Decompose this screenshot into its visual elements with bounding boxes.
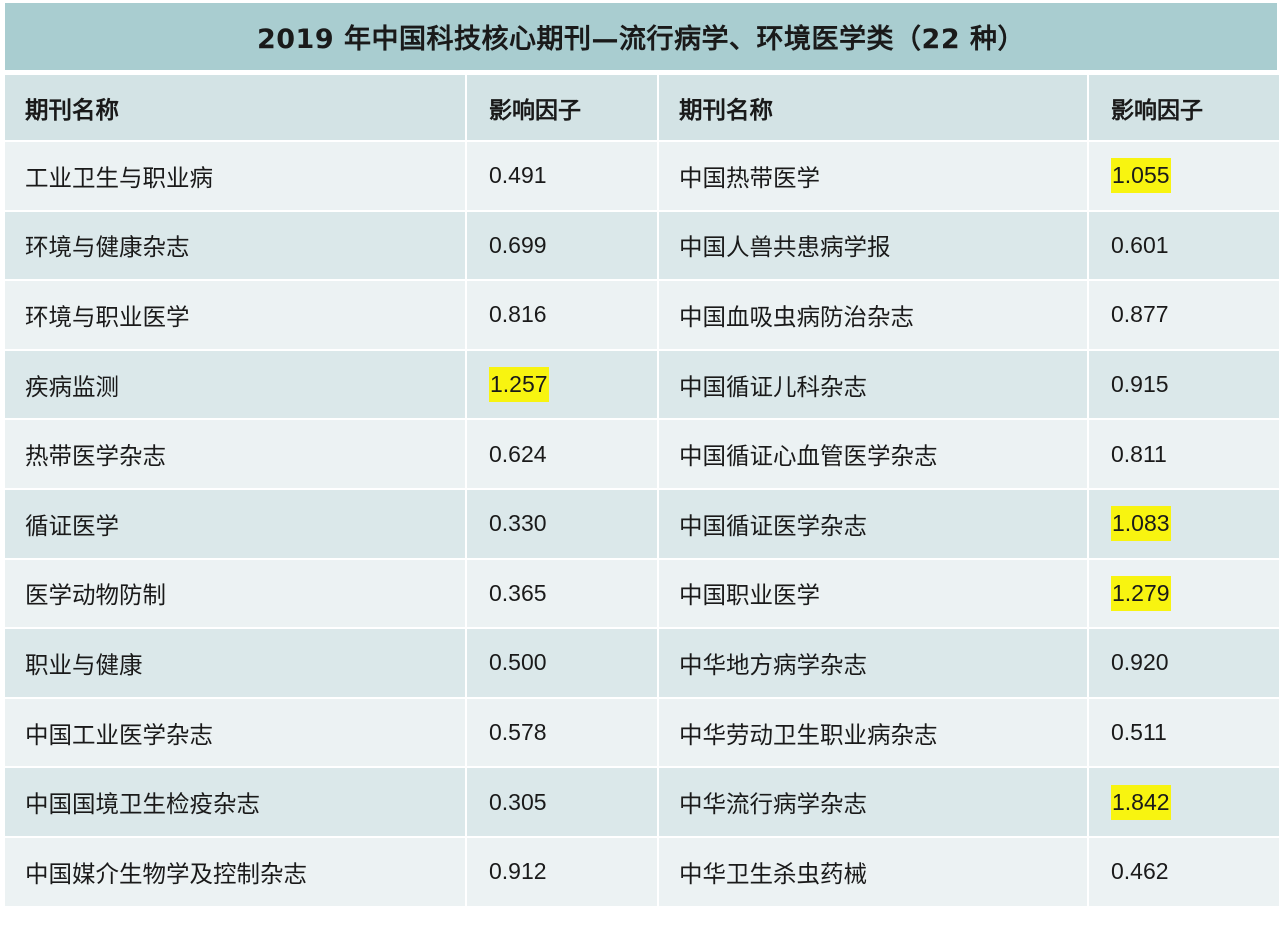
journal-name-right: 中国职业医学: [659, 559, 1087, 628]
header-journal-name-left: 期刊名称: [5, 75, 465, 140]
journal-name-left: 环境与健康杂志: [5, 211, 465, 280]
impact-factor-right: 0.462: [1089, 837, 1279, 906]
journal-name-left: 中国国境卫生检疫杂志: [5, 768, 465, 836]
impact-factor-right: 1.055: [1089, 142, 1279, 210]
journal-name-right: 中国循证医学杂志: [659, 489, 1087, 558]
journal-name-left: 工业卫生与职业病: [5, 142, 465, 210]
impact-factor-left: 1.257: [467, 350, 657, 419]
highlighted-impact-factor: 1.257: [489, 367, 549, 403]
highlighted-impact-factor: 1.083: [1111, 506, 1171, 542]
journal-name-right: 中国热带医学: [659, 142, 1087, 210]
impact-factor-right: 1.083: [1089, 489, 1279, 558]
journal-table: 期刊名称 影响因子 期刊名称 影响因子 工业卫生与职业病 0.491 中国热带医学 1…: [5, 75, 1279, 906]
header-impact-factor-left: 影响因子: [467, 75, 657, 140]
journal-name-right: 中华劳动卫生职业病杂志: [659, 698, 1087, 767]
journal-name-right: 中国循证心血管医学杂志: [659, 420, 1087, 488]
highlighted-impact-factor: 1.842: [1111, 784, 1171, 820]
impact-factor-right: 0.601: [1089, 211, 1279, 280]
journal-name-right: 中华卫生杀虫药械: [659, 837, 1087, 906]
journal-name-left: 中国媒介生物学及控制杂志: [5, 837, 465, 906]
table-title-bar: 2019 年中国科技核心期刊—流行病学、环境医学类（22 种）: [5, 3, 1277, 70]
impact-factor-left: 0.305: [467, 768, 657, 836]
journal-name-right: 中国人兽共患病学报: [659, 211, 1087, 280]
impact-factor-left: 0.578: [467, 698, 657, 767]
impact-factor-left: 0.330: [467, 489, 657, 558]
header-impact-factor-right: 影响因子: [1089, 75, 1279, 140]
impact-factor-left: 0.491: [467, 142, 657, 210]
impact-factor-left: 0.624: [467, 420, 657, 488]
journal-name-left: 中国工业医学杂志: [5, 698, 465, 767]
impact-factor-right: 0.511: [1089, 698, 1279, 767]
impact-factor-right: 0.915: [1089, 350, 1279, 419]
table-title: 2019 年中国科技核心期刊—流行病学、环境医学类（22 种）: [256, 24, 1026, 55]
impact-factor-left: 0.699: [467, 211, 657, 280]
impact-factor-right: 0.811: [1089, 420, 1279, 488]
highlighted-impact-factor: 1.055: [1111, 158, 1171, 194]
journal-name-right: 中国血吸虫病防治杂志: [659, 281, 1087, 349]
journal-name-right: 中国循证儿科杂志: [659, 350, 1087, 419]
journal-name-left: 疾病监测: [5, 350, 465, 419]
journal-name-left: 职业与健康: [5, 629, 465, 697]
impact-factor-right: 1.279: [1089, 559, 1279, 628]
journal-name-right: 中华流行病学杂志: [659, 768, 1087, 836]
impact-factor-left: 0.816: [467, 281, 657, 349]
impact-factor-right: 0.920: [1089, 629, 1279, 697]
impact-factor-right: 0.877: [1089, 281, 1279, 349]
impact-factor-left: 0.365: [467, 559, 657, 628]
impact-factor-left: 0.912: [467, 837, 657, 906]
impact-factor-left: 0.500: [467, 629, 657, 697]
journal-name-left: 医学动物防制: [5, 559, 465, 628]
header-journal-name-right: 期刊名称: [659, 75, 1087, 140]
journal-name-left: 循证医学: [5, 489, 465, 558]
journal-table-grid: 期刊名称 影响因子 期刊名称 影响因子 工业卫生与职业病 0.491 中国热带医学 1…: [5, 75, 1279, 906]
highlighted-impact-factor: 1.279: [1111, 575, 1171, 611]
journal-name-left: 热带医学杂志: [5, 420, 465, 488]
journal-name-right: 中华地方病学杂志: [659, 629, 1087, 697]
journal-name-left: 环境与职业医学: [5, 281, 465, 349]
impact-factor-right: 1.842: [1089, 768, 1279, 836]
